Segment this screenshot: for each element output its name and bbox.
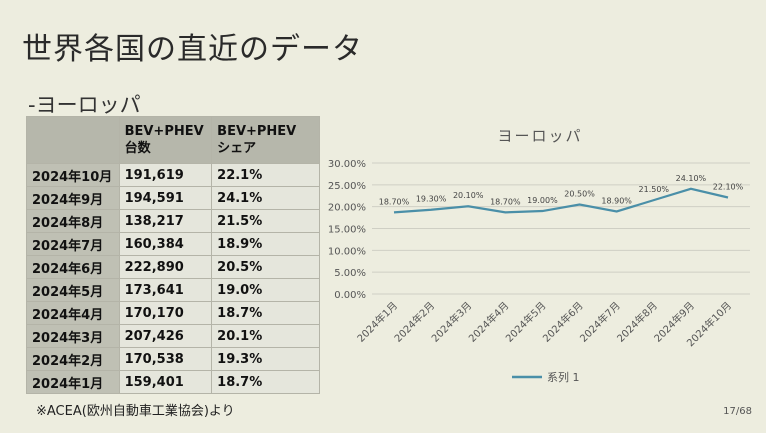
count-cell: 160,384 <box>118 232 213 256</box>
count-cell: 170,170 <box>118 301 213 325</box>
table-row: 2024年2月 170,538 19.3% <box>26 347 320 371</box>
share-cell: 22.1% <box>211 163 320 187</box>
data-label: 18.70% <box>490 197 521 206</box>
data-label: 18.70% <box>379 197 410 206</box>
share-cell: 20.1% <box>211 324 320 348</box>
month-cell: 2024年8月 <box>26 209 120 233</box>
line-chart: ヨーロッパ 30.00% 25.00% 20.00% 15.00% 10.00% 5.00%… <box>328 127 750 384</box>
y-tick-label: 5.00% <box>334 268 366 279</box>
source-note: ※ACEA(欧州自動車工業協会)より <box>36 404 235 419</box>
table-row: 2024年8月 138,217 21.5% <box>26 209 320 233</box>
count-cell: 222,890 <box>118 255 213 279</box>
month-cell: 2024年3月 <box>26 324 120 348</box>
table-row: 2024年1月 159,401 18.7% <box>26 370 320 394</box>
data-label: 19.30% <box>416 195 447 204</box>
data-label: 22.10% <box>713 182 744 191</box>
table-header-cell <box>26 116 120 164</box>
slide-title: 世界各国の直近のデータ <box>22 32 363 67</box>
page-number: 17/68 <box>723 406 752 417</box>
count-cell: 170,538 <box>118 347 213 371</box>
data-label: 19.00% <box>527 196 558 205</box>
y-tick-label: 20.00% <box>328 203 366 214</box>
table-header-cell: BEV+PHEV シェア <box>211 116 320 164</box>
y-tick-label: 25.00% <box>328 181 366 192</box>
month-cell: 2024年9月 <box>26 186 120 210</box>
data-label: 18.90% <box>601 196 632 205</box>
data-table: BEV+PHEV 台数 BEV+PHEV シェア 2024年10月 191,619 22… <box>26 116 320 394</box>
count-cell: 138,217 <box>118 209 213 233</box>
table-body: 2024年10月 191,619 22.1% 2024年9月 194,591 24.1% 2… <box>26 163 320 394</box>
month-cell: 2024年1月 <box>26 370 120 394</box>
share-cell: 18.7% <box>211 370 320 394</box>
count-cell: 207,426 <box>118 324 213 348</box>
month-cell: 2024年7月 <box>26 232 120 256</box>
data-label: 20.10% <box>453 191 484 200</box>
legend-label: 系列 1 <box>547 370 580 384</box>
month-cell: 2024年4月 <box>26 301 120 325</box>
count-cell: 194,591 <box>118 186 213 210</box>
table-row: 2024年4月 170,170 18.7% <box>26 301 320 325</box>
table-row: 2024年10月 191,619 22.1% <box>26 163 320 187</box>
series-line <box>393 187 729 214</box>
count-cell: 159,401 <box>118 370 213 394</box>
y-tick-label: 15.00% <box>328 225 366 236</box>
table-row: 2024年9月 194,591 24.1% <box>26 186 320 210</box>
share-cell: 24.1% <box>211 186 320 210</box>
data-label: 21.50% <box>639 185 670 194</box>
count-cell: 191,619 <box>118 163 213 187</box>
y-tick-label: 0.00% <box>334 290 366 301</box>
share-cell: 20.5% <box>211 255 320 279</box>
table-row: 2024年3月 207,426 20.1% <box>26 324 320 348</box>
table-header-cell: BEV+PHEV 台数 <box>118 116 213 164</box>
share-cell: 18.7% <box>211 301 320 325</box>
table-row: 2024年6月 222,890 20.5% <box>26 255 320 279</box>
y-tick-label: 10.00% <box>328 246 366 257</box>
table-row: 2024年5月 173,641 19.0% <box>26 278 320 302</box>
table-header-row: BEV+PHEV 台数 BEV+PHEV シェア <box>26 116 320 164</box>
share-cell: 19.3% <box>211 347 320 371</box>
count-cell: 173,641 <box>118 278 213 302</box>
month-cell: 2024年2月 <box>26 347 120 371</box>
data-label: 24.10% <box>676 174 707 183</box>
data-label: 20.50% <box>564 189 595 198</box>
chart-title: ヨーロッパ <box>497 127 582 145</box>
table-header-label: シェア <box>217 141 257 156</box>
section-subtitle: -ヨーロッパ <box>28 93 141 117</box>
share-cell: 21.5% <box>211 209 320 233</box>
month-cell: 2024年10月 <box>26 163 120 187</box>
table-row: 2024年7月 160,384 18.9% <box>26 232 320 256</box>
month-cell: 2024年6月 <box>26 255 120 279</box>
table-header-label: BEV+PHEV <box>124 124 204 139</box>
y-tick-label: 30.00% <box>328 159 366 170</box>
share-cell: 19.0% <box>211 278 320 302</box>
month-cell: 2024年5月 <box>26 278 120 302</box>
table-header-label: 台数 <box>124 141 151 156</box>
table-header-label: BEV+PHEV <box>217 124 297 139</box>
share-cell: 18.9% <box>211 232 320 256</box>
